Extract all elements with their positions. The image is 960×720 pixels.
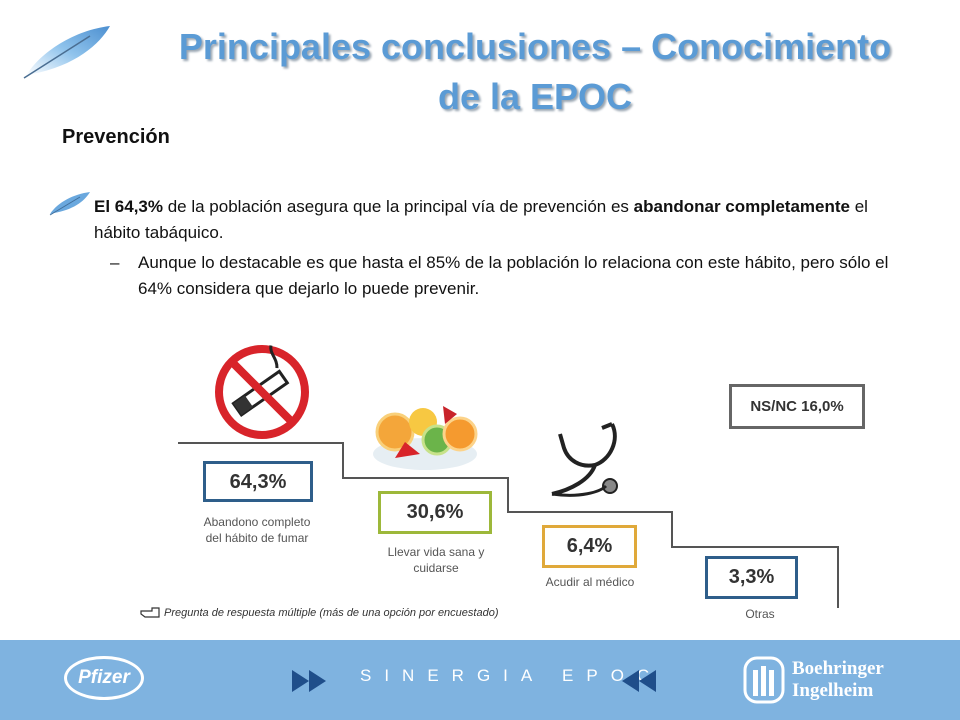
value-box-abandono: 64,3%: [203, 461, 313, 502]
feather-bullet-icon: [49, 192, 90, 216]
label-otras: Otras: [745, 607, 775, 621]
boehringer-logo-text: Boehringer Ingelheim: [792, 658, 884, 702]
label-abandono: Abandono completo del hábito de fumar: [203, 515, 311, 545]
sub-bullet-dash: –: [110, 253, 120, 272]
feather-logo-icon: [23, 26, 110, 79]
no-smoking-icon: [215, 345, 309, 439]
pfizer-logo: Pfizer: [64, 656, 144, 700]
footnote: Pregunta de respuesta múltiple (más de u…: [164, 607, 499, 619]
footer-bar: [0, 640, 960, 720]
value-box-medico: 6,4%: [542, 525, 637, 568]
main-bullet: El 64,3% de la población asegura que la …: [94, 194, 914, 246]
title-line-2: de la EPOC: [437, 76, 633, 117]
footer-title: SINERGIA EPOC: [360, 666, 663, 685]
value-box-vida-sana: 30,6%: [378, 491, 492, 534]
value-box-otras: 3,3%: [705, 556, 798, 599]
label-vida-sana: Llevar vida sana y cuidarse: [387, 545, 485, 575]
fast-forward-icon: [292, 670, 326, 692]
boehringer-line-2: Ingelheim: [792, 680, 874, 701]
bullet-text-1: de la población asegura que la principal…: [163, 197, 634, 216]
boehringer-logo-icon: [743, 656, 785, 704]
label-medico: Acudir al médico: [545, 575, 635, 589]
step-line: [178, 442, 839, 608]
nsnc-box: NS/NC 16,0%: [729, 384, 865, 429]
page-title: Principales conclusiones – Conocimiento …: [120, 22, 950, 122]
bullet-highlight-2: abandonar completamente: [633, 197, 850, 216]
section-title: Prevención: [62, 126, 170, 148]
hand-pointer-icon: [140, 607, 160, 618]
fruit-bowl-icon: [373, 406, 478, 470]
title-line-1: Principales conclusiones – Conocimiento: [178, 26, 892, 67]
sub-bullet-text: Aunque lo destacable es que hasta el 85%…: [138, 253, 889, 298]
pfizer-logo-text: Pfizer: [78, 667, 130, 688]
rewind-icon: [622, 670, 656, 692]
bullet-highlight-1: El 64,3%: [94, 197, 163, 216]
bullet-text-2: el hábito tabáquico.: [94, 197, 868, 242]
stethoscope-icon: [551, 422, 618, 497]
boehringer-line-1: Boehringer: [792, 658, 884, 679]
